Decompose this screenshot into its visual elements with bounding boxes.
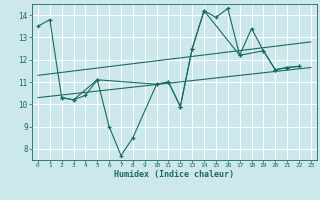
- X-axis label: Humidex (Indice chaleur): Humidex (Indice chaleur): [115, 170, 234, 179]
